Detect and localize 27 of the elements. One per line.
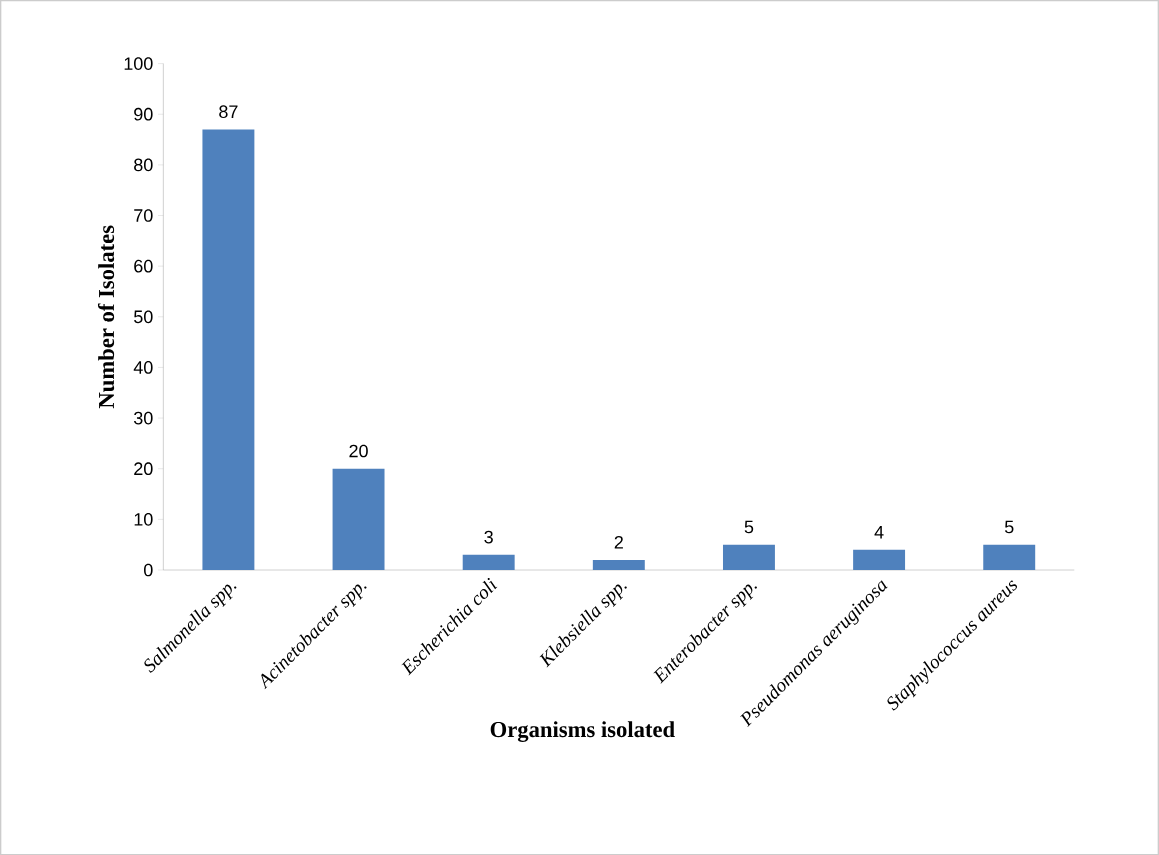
y-axis-title: Number of Isolates — [97, 225, 115, 408]
y-tick-label: 70 — [134, 208, 153, 222]
y-tick-label: 20 — [134, 462, 153, 475]
y-tick-label: 40 — [133, 360, 153, 374]
y-tick-label: 90 — [134, 107, 153, 121]
bar — [462, 554, 515, 570]
data-label: 20 — [349, 444, 368, 458]
bar — [332, 468, 385, 570]
y-tick-label: 30 — [134, 411, 153, 425]
bar — [592, 559, 645, 570]
bar — [983, 544, 1036, 570]
bar — [853, 549, 906, 570]
data-label: 5 — [1004, 520, 1014, 534]
data-label: 4 — [874, 525, 884, 539]
data-label: 2 — [614, 535, 623, 549]
bar — [722, 544, 775, 570]
y-tick-label: 10 — [134, 512, 153, 526]
data-label: 5 — [744, 520, 754, 534]
data-label: 3 — [484, 530, 493, 544]
y-tick-label: 100 — [124, 57, 153, 70]
y-tick-label: 60 — [134, 259, 153, 273]
bar — [202, 129, 255, 570]
x-axis-title: Organisms isolated — [490, 721, 675, 742]
y-tick-label: 50 — [134, 310, 153, 323]
y-tick-label: 0 — [144, 563, 153, 577]
data-label: 87 — [219, 105, 238, 118]
y-tick-label: 80 — [134, 158, 153, 172]
